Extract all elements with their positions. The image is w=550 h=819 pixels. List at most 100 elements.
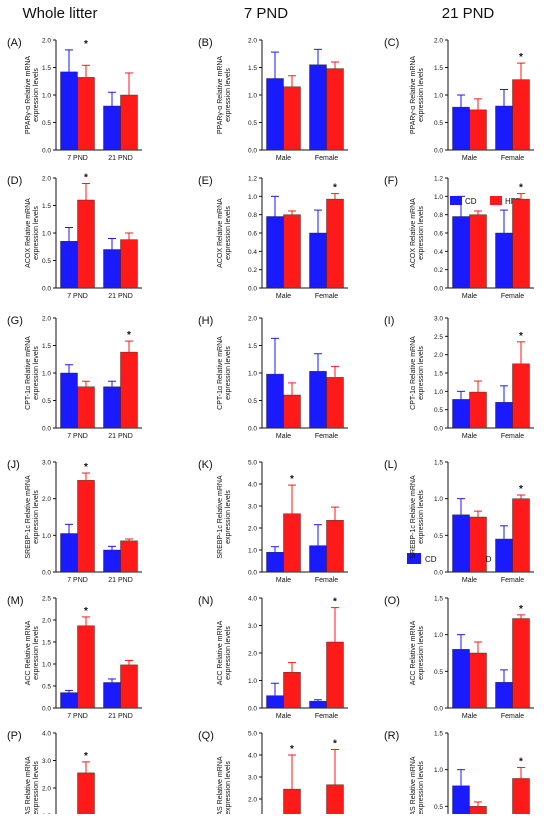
y-tick-label: 2.0 bbox=[248, 316, 257, 323]
y-tick-label: 1.0 bbox=[42, 371, 51, 378]
bar-hfd bbox=[283, 672, 301, 709]
y-tick-label: 2.0 bbox=[248, 38, 257, 45]
y-axis-label: PPARγ-α Relative mRNA bbox=[217, 56, 224, 135]
y-tick-label: 2.0 bbox=[248, 651, 257, 658]
x-tick-label: Female bbox=[501, 577, 524, 584]
x-tick-label: 21 PND bbox=[108, 433, 133, 440]
chart-panel-d: (D)ACOX Relative mRNA expression levels0.… bbox=[7, 173, 142, 300]
y-tick-label: 0.0 bbox=[434, 426, 443, 433]
y-tick-label: 1.5 bbox=[42, 343, 51, 350]
y-tick-label: 1.0 bbox=[42, 231, 51, 238]
y-tick-label: 0.5 bbox=[42, 684, 51, 691]
bar-cd bbox=[309, 64, 327, 151]
column-header-21-pnd: 21 PND bbox=[442, 5, 495, 22]
y-axis-label: PPARγ-α Relative mRNA bbox=[25, 56, 32, 135]
bar-cd bbox=[452, 216, 470, 289]
bar-cd bbox=[60, 71, 78, 151]
y-axis-label: FAS Relative mRNA bbox=[217, 756, 224, 814]
y-tick-label: 2.0 bbox=[42, 786, 51, 793]
bar-hfd bbox=[326, 198, 344, 289]
significance-marker: * bbox=[519, 52, 523, 63]
panel-label: (L) bbox=[384, 459, 397, 471]
y-tick-label: 0.0 bbox=[248, 426, 257, 433]
y-tick-label: 0.4 bbox=[434, 249, 443, 256]
legend-label-cd: CD bbox=[465, 197, 477, 206]
legend-swatch-cd bbox=[450, 196, 462, 205]
bar-hfd bbox=[326, 784, 344, 819]
y-tick-label: 2.5 bbox=[42, 596, 51, 603]
y-tick-label: 0.0 bbox=[434, 286, 443, 293]
bar-hfd bbox=[512, 198, 530, 289]
x-tick-label: 7 PND bbox=[67, 577, 88, 584]
y-tick-label: 0.0 bbox=[434, 148, 443, 155]
y-tick-label: 2.0 bbox=[42, 618, 51, 625]
y-tick-label: 0.4 bbox=[248, 249, 257, 256]
y-tick-label: 3.0 bbox=[42, 460, 51, 467]
y-tick-label: 0.5 bbox=[42, 258, 51, 265]
bar-hfd bbox=[512, 79, 530, 151]
x-tick-label: Female bbox=[315, 577, 338, 584]
bar-hfd bbox=[283, 788, 301, 819]
legend-label-cd: CD bbox=[425, 555, 437, 564]
x-tick-label: Female bbox=[315, 713, 338, 720]
y-tick-label: 0.5 bbox=[434, 804, 443, 811]
y-axis-label: SREBP-1c Relative mRNA bbox=[217, 475, 224, 559]
y-tick-label: 0.0 bbox=[42, 148, 51, 155]
y-tick-label: 0.8 bbox=[434, 212, 443, 219]
bar-cd bbox=[495, 682, 513, 709]
x-tick-label: Male bbox=[276, 713, 291, 720]
chart-panel-e: (E) ACOX Relative mRNA expression levels 0.… bbox=[198, 175, 348, 300]
significance-marker: * bbox=[84, 173, 88, 184]
panel-label: (P) bbox=[7, 730, 22, 742]
bar-hfd bbox=[77, 625, 95, 709]
bar-cd bbox=[266, 552, 284, 573]
bar-hfd bbox=[120, 664, 138, 709]
panel-label: (Q) bbox=[198, 730, 214, 742]
significance-marker: * bbox=[519, 331, 523, 342]
x-tick-label: Female bbox=[501, 713, 524, 720]
panel-label: (E) bbox=[198, 175, 213, 187]
y-tick-label: 1.0 bbox=[434, 93, 443, 100]
y-tick-label: 1.5 bbox=[248, 65, 257, 72]
y-axis-label: expression levels bbox=[418, 68, 425, 122]
bar-hfd bbox=[512, 498, 530, 573]
x-tick-label: Female bbox=[501, 433, 524, 440]
x-tick-label: Female bbox=[315, 155, 338, 162]
x-tick-label: Male bbox=[276, 577, 291, 584]
y-tick-label: 1.5 bbox=[248, 343, 257, 350]
bar-cd bbox=[452, 399, 470, 429]
significance-marker: * bbox=[519, 183, 523, 194]
y-tick-label: 2.0 bbox=[42, 176, 51, 183]
bar-cd bbox=[266, 695, 284, 709]
y-tick-label: 2.0 bbox=[42, 38, 51, 45]
y-tick-label: 1.5 bbox=[434, 371, 443, 378]
column-header-7-pnd: 7 PND bbox=[244, 5, 288, 22]
y-tick-label: 0.5 bbox=[248, 120, 257, 127]
panel-label: (O) bbox=[384, 595, 400, 607]
y-tick-label: 1.0 bbox=[248, 93, 257, 100]
bar-hfd bbox=[469, 652, 487, 709]
y-axis-label: expression levels bbox=[225, 626, 232, 680]
y-axis-label: expression levels bbox=[225, 490, 232, 544]
x-tick-label: Female bbox=[501, 155, 524, 162]
bar-hfd bbox=[326, 641, 344, 709]
bar-hfd bbox=[283, 394, 301, 429]
bar-hfd bbox=[283, 86, 301, 151]
bar-cd bbox=[495, 538, 513, 573]
y-axis-label: expression levels bbox=[418, 346, 425, 400]
panel-label: (M) bbox=[7, 595, 24, 607]
y-tick-label: 2.0 bbox=[248, 797, 257, 804]
bar-cd bbox=[309, 371, 327, 429]
y-axis-label: PPARγ-α Relative mRNA bbox=[410, 56, 417, 135]
panel-label: (D) bbox=[7, 175, 22, 187]
y-tick-label: 0.6 bbox=[434, 231, 443, 238]
y-tick-label: 1.0 bbox=[248, 194, 257, 201]
bar-hfd bbox=[512, 363, 530, 429]
bar-hfd bbox=[326, 520, 344, 573]
y-axis-label: ACOX Relative mRNA bbox=[217, 198, 224, 268]
y-tick-label: 0.0 bbox=[434, 570, 443, 577]
y-tick-label: 0.0 bbox=[42, 706, 51, 713]
